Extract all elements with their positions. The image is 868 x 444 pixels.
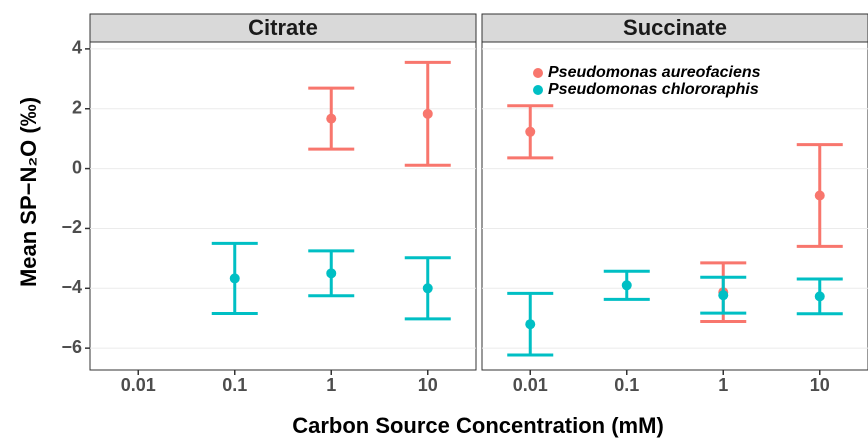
point: [621, 280, 632, 291]
legend-marker: [533, 68, 543, 78]
point: [814, 291, 825, 302]
point: [718, 290, 729, 301]
x-tick-label: 0.1: [222, 375, 247, 395]
point: [525, 126, 536, 137]
strip-background: [89, 13, 477, 43]
point: [422, 283, 433, 294]
x-tick-label: 0.01: [121, 375, 156, 395]
y-tick-label: −6: [61, 337, 82, 357]
y-axis-title: Mean SP−N₂O (‰): [16, 97, 41, 287]
y-tick-label: −4: [61, 277, 82, 297]
y-tick-label: 2: [72, 97, 82, 117]
point: [525, 319, 536, 330]
panel-background: [481, 41, 868, 371]
x-tick-label: 10: [418, 375, 438, 395]
point: [814, 190, 825, 201]
panel-title: Succinate: [623, 15, 727, 40]
strip-background: [481, 13, 868, 43]
x-tick-label: 10: [810, 375, 830, 395]
point: [326, 113, 337, 124]
x-tick-label: 1: [326, 375, 336, 395]
point: [326, 268, 337, 279]
panel-title: Citrate: [248, 15, 318, 40]
x-tick-label: 0.1: [614, 375, 639, 395]
y-tick-label: 4: [72, 38, 82, 58]
legend-label: Pseudomonas aureofaciens: [548, 64, 761, 81]
point: [422, 108, 433, 119]
point: [229, 273, 240, 284]
panel-background: [89, 41, 477, 371]
x-tick-label: 0.01: [513, 375, 548, 395]
y-tick-label: −2: [61, 217, 82, 237]
legend-label: Pseudomonas chlororaphis: [548, 81, 759, 98]
legend-marker: [533, 85, 543, 95]
x-axis-title: Carbon Source Concentration (mM): [292, 413, 664, 438]
x-tick-label: 1: [718, 375, 728, 395]
y-tick-label: 0: [72, 157, 82, 177]
